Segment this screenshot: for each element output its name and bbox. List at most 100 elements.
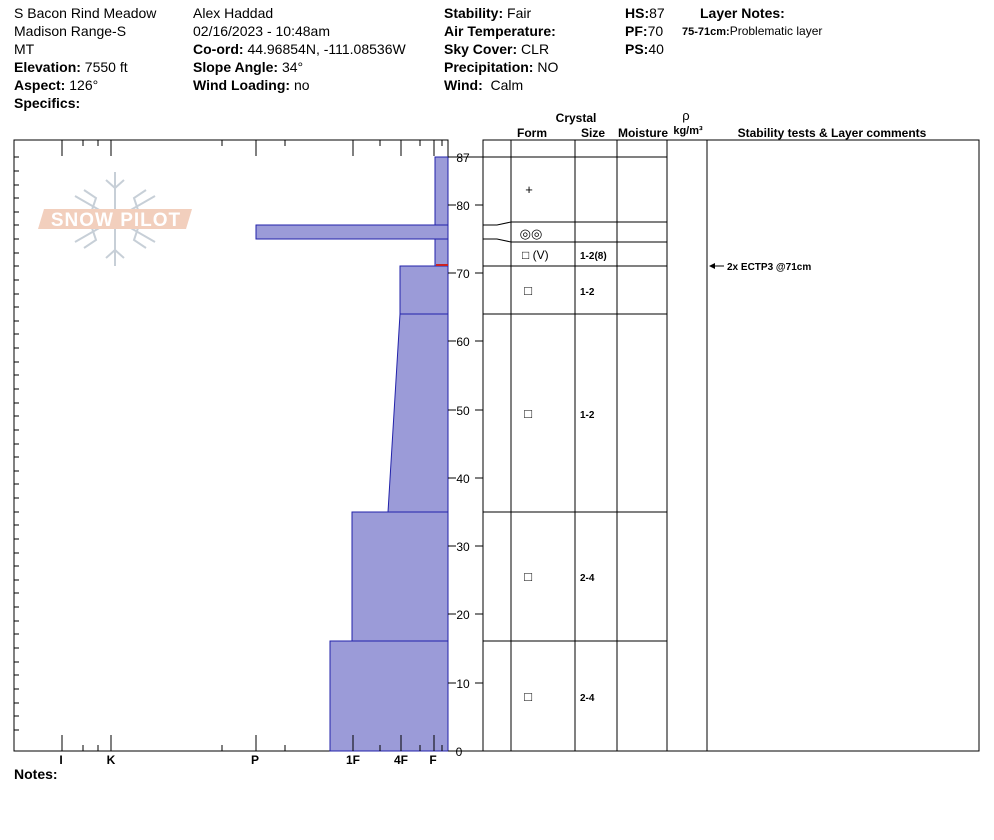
column-headers: Crystal Form Size Moisture ρ kg/m³ Stabi… xyxy=(517,108,927,140)
layer-note-row: 75-71cm:Problematic layer xyxy=(682,22,822,41)
ps-value: 40 xyxy=(648,41,664,57)
crystal-header: Crystal xyxy=(556,111,597,125)
size-header: Size xyxy=(581,126,605,140)
hardness-label-p: P xyxy=(251,753,259,767)
layer-table-frame xyxy=(482,139,980,752)
ps-row: PS:40 xyxy=(625,40,665,58)
hardness-layer-71-64 xyxy=(399,265,449,315)
site-info: S Bacon Rind Meadow Madison Range-S MT E… xyxy=(14,4,156,112)
observation-datetime: 02/16/2023 - 10:48am xyxy=(193,23,330,39)
form-faceted-icon-1: □ xyxy=(524,283,532,298)
air-temp-label: Air Temperature: xyxy=(444,23,556,39)
precip-value: NO xyxy=(537,59,559,75)
aspect-row: Aspect: 126° xyxy=(14,76,156,94)
hs-row: HS:87 xyxy=(625,4,665,22)
stability-value: Fair xyxy=(507,5,532,21)
observer-name: Alex Haddad xyxy=(193,5,274,21)
depth-label-50: 50 xyxy=(456,404,470,418)
hardness-ticks xyxy=(61,140,443,751)
size-value-1: 1-2(8) xyxy=(580,251,607,262)
elevation-row: Elevation: 7550 ft xyxy=(14,58,156,76)
hardness-label-k: K xyxy=(107,753,116,767)
layer-table xyxy=(482,139,980,752)
form-faceted-icon-4: □ xyxy=(524,689,532,704)
hardness-layer-64-35 xyxy=(387,313,449,513)
hardness-scale-labels: I K P 1F 4F F xyxy=(59,753,436,767)
form-precip-icon: + xyxy=(525,182,533,197)
specifics-row: Specifics: xyxy=(14,94,156,112)
depth-info: HS:87 PF:70 PS:40 xyxy=(625,4,665,58)
form-faceted-icon-2: □ xyxy=(524,406,532,421)
notes-label: Notes: xyxy=(14,766,58,782)
precip-row: Precipitation: NO xyxy=(444,58,558,76)
stability-label: Stability: xyxy=(444,5,504,21)
size-value-5: 2-4 xyxy=(580,693,595,704)
wind-label: Wind: xyxy=(444,77,483,93)
slope-label: Slope Angle: xyxy=(193,59,279,75)
form-faceted-icon-3: □ xyxy=(524,569,532,584)
coord-label: Co-ord: xyxy=(193,41,244,57)
air-temp-row: Air Temperature: xyxy=(444,22,558,40)
slope-value: 34° xyxy=(281,59,304,75)
logo-text: SNOW PILOT xyxy=(51,210,181,231)
depth-label-10: 10 xyxy=(456,677,470,691)
depth-label-70: 70 xyxy=(456,267,470,281)
pf-value: 70 xyxy=(647,23,664,39)
slope-row: Slope Angle: 34° xyxy=(193,58,406,76)
depth-axis-labels: 87 80 70 60 50 40 30 20 10 0 xyxy=(456,151,470,759)
hardness-layer-16-0 xyxy=(329,640,449,752)
hardness-label-1f: 1F xyxy=(346,753,360,767)
left-ticks xyxy=(14,156,19,731)
site-state: MT xyxy=(14,41,35,57)
aspect-value: 126° xyxy=(69,77,99,93)
stability-test-label: 2x ECTP3 @71cm xyxy=(727,262,811,273)
specifics-label: Specifics: xyxy=(14,95,81,111)
density-unit-header: kg/m³ xyxy=(673,125,703,137)
hs-value: 87 xyxy=(649,5,665,21)
snowpilot-logo: SNOW PILOT xyxy=(38,172,192,266)
size-value-4: 2-4 xyxy=(580,573,595,584)
wind-loading-row: Wind Loading: no xyxy=(193,76,406,94)
wind-value: Calm xyxy=(490,77,524,93)
coord-row: Co-ord: 44.96854N, -111.08536W xyxy=(193,40,406,58)
hs-label: HS: xyxy=(625,5,650,21)
site-name: S Bacon Rind Meadow xyxy=(14,5,157,21)
elevation-label: Elevation: xyxy=(14,59,81,75)
logo-banner xyxy=(38,209,192,229)
form-faceted-depth-hoar-icon: □ (V) xyxy=(522,248,549,262)
depth-axis-ticks xyxy=(448,156,483,752)
depth-label-20: 20 xyxy=(456,608,470,622)
layer-notes-title-text: Layer Notes: xyxy=(700,5,785,21)
size-value-2: 1-2 xyxy=(580,287,595,298)
wind-loading-value: no xyxy=(293,77,310,93)
hardness-layer-35-16 xyxy=(351,511,449,642)
stability-comments-header: Stability tests & Layer comments xyxy=(738,126,927,140)
sky-value: CLR xyxy=(521,41,550,57)
arrow-head-icon xyxy=(709,263,715,269)
hardness-profile xyxy=(255,156,449,752)
layer-note-text: Problematic layer xyxy=(729,24,823,38)
sky-row: Sky Cover: CLR xyxy=(444,40,558,58)
moisture-header: Moisture xyxy=(618,126,668,140)
form-melt-freeze-icon: ◎◎ xyxy=(520,226,543,241)
crystal-sizes: 1-2(8) 1-2 1-2 2-4 2-4 xyxy=(580,251,607,704)
depth-label-80: 80 xyxy=(456,199,470,213)
observer-info: Alex Haddad 02/16/2023 - 10:48am Co-ord:… xyxy=(193,4,406,94)
depth-label-40: 40 xyxy=(456,472,470,486)
rho-header: ρ xyxy=(682,108,689,123)
ps-label: PS: xyxy=(625,41,649,57)
precip-label: Precipitation: xyxy=(444,59,534,75)
form-header: Form xyxy=(517,126,547,140)
site-range: Madison Range-S xyxy=(14,23,127,39)
crystal-forms: + ◎◎ □ (V) □ □ □ □ xyxy=(520,182,549,704)
sky-label: Sky Cover: xyxy=(444,41,518,57)
depth-label-30: 30 xyxy=(456,540,470,554)
depth-label-60: 60 xyxy=(456,335,470,349)
size-value-3: 1-2 xyxy=(580,410,595,421)
hardness-layer-87-77 xyxy=(434,156,449,226)
layer-notes-title: Layer Notes: xyxy=(700,4,785,22)
depth-label-0: 0 xyxy=(456,745,463,759)
hardness-label-f: F xyxy=(429,753,436,767)
wind-loading-label: Wind Loading: xyxy=(193,77,291,93)
